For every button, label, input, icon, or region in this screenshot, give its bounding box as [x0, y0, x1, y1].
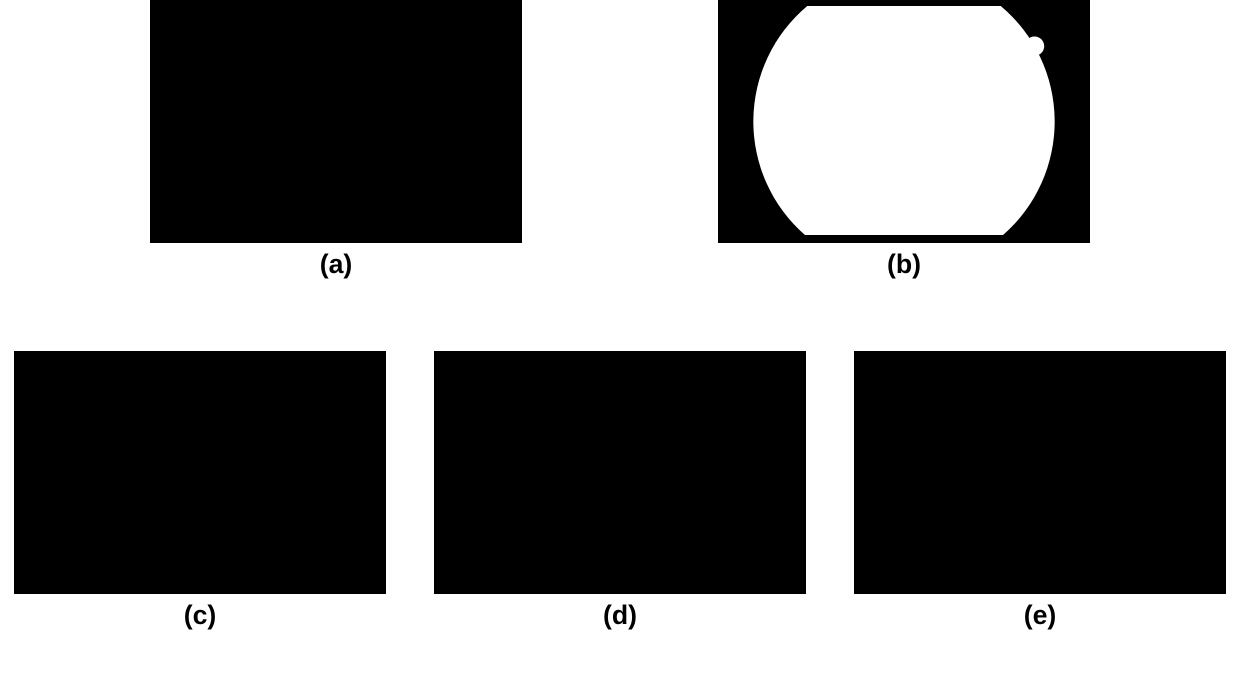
- panel-c-wrap: (c): [14, 351, 386, 651]
- panel-d-wrap: (d): [434, 351, 806, 651]
- panel-row-top: (a) (b): [0, 0, 1240, 300]
- panel-d: [434, 351, 806, 594]
- panel-c: [14, 351, 386, 594]
- caption-e: (e): [1024, 600, 1057, 631]
- caption-a: (a): [320, 249, 353, 280]
- panel-b-blob: [718, 0, 1090, 243]
- figure-root: (a) (b) (c) (d) (e): [0, 0, 1240, 675]
- panel-a: [150, 0, 522, 243]
- panel-e: [854, 351, 1226, 594]
- caption-d: (d): [603, 600, 637, 631]
- caption-c: (c): [184, 600, 217, 631]
- panel-b: [718, 0, 1090, 243]
- caption-b: (b): [887, 249, 921, 280]
- panel-b-wrap: (b): [718, 0, 1090, 300]
- panel-row-bottom: (c) (d) (e): [0, 351, 1240, 651]
- panel-e-wrap: (e): [854, 351, 1226, 651]
- panel-a-wrap: (a): [150, 0, 522, 300]
